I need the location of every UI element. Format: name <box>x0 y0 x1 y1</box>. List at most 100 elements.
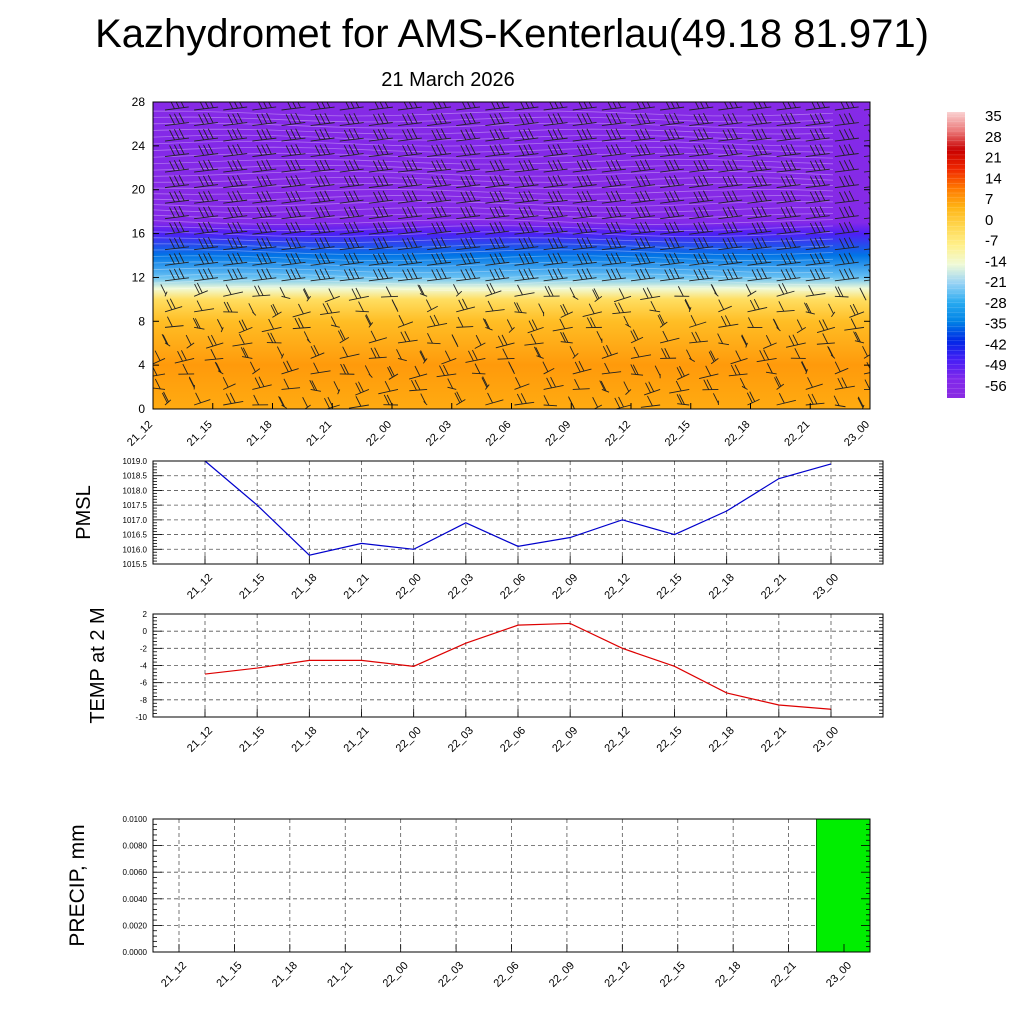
wind-barb <box>599 380 610 393</box>
wind-barb <box>730 350 748 365</box>
wind-barb <box>368 112 393 126</box>
x-tick-label: 22_18 <box>723 419 753 449</box>
wind-barb <box>572 159 597 173</box>
wind-barb <box>355 381 370 396</box>
wind-barb <box>776 392 796 406</box>
wind-barb <box>194 268 218 282</box>
wind-barb <box>397 268 423 282</box>
wind-barb <box>710 283 719 297</box>
wind-barb <box>614 396 632 409</box>
x-tick-label: 22_09 <box>550 725 580 755</box>
wind-barb <box>718 128 743 142</box>
wind-barb <box>833 395 846 408</box>
wind-barb <box>630 128 656 142</box>
wind-barb <box>281 221 306 235</box>
x-tick-label: 22_21 <box>782 419 812 449</box>
wind-barb <box>485 268 510 282</box>
wind-barb <box>223 175 248 189</box>
wind-barb <box>568 396 575 409</box>
wind-barb <box>746 391 760 406</box>
wind-barb <box>660 206 684 220</box>
x-tick-label: 21_12 <box>125 419 155 449</box>
wind-barb <box>368 175 393 189</box>
wind-barb <box>640 287 661 300</box>
wind-barb <box>164 221 189 235</box>
y-tick-label: 1018.0 <box>123 486 148 495</box>
y-tick-label: 2 <box>143 610 148 619</box>
colorbar-label: 14 <box>985 170 1002 187</box>
wind-barb <box>474 334 486 349</box>
wind-barb <box>859 287 867 301</box>
wind-barb <box>514 393 535 406</box>
y-tick-label: 0.0020 <box>123 921 148 930</box>
y-tick-label: 1018.5 <box>123 472 148 481</box>
wind-barb <box>718 237 743 251</box>
wind-barb <box>381 286 399 298</box>
x-tick-label: 22_15 <box>663 419 693 449</box>
wind-barb <box>339 175 364 189</box>
wind-barb <box>863 361 870 375</box>
x-tick-label: 22_09 <box>543 419 573 449</box>
wind-barb <box>660 128 685 142</box>
y-tick-label: 28 <box>132 95 146 109</box>
heatmap-field <box>153 102 870 409</box>
wind-barb <box>601 102 626 111</box>
wind-barb <box>223 112 248 126</box>
wind-barb <box>649 300 661 313</box>
wind-barb <box>596 330 603 343</box>
wind-barb <box>834 268 859 282</box>
wind-barb <box>164 102 189 111</box>
wind-barb <box>543 159 568 173</box>
wind-barb <box>689 190 714 204</box>
x-tick-label: 22_00 <box>394 725 424 755</box>
wind-barb <box>310 206 335 220</box>
wind-barb <box>747 252 772 266</box>
wind-barb <box>164 206 189 220</box>
y-tick-label: 24 <box>132 139 146 153</box>
wind-barb <box>194 190 219 204</box>
wind-barb <box>485 102 510 111</box>
wind-barb <box>747 221 772 235</box>
wind-barb <box>252 285 271 297</box>
wind-barb <box>223 159 248 173</box>
wind-barb <box>514 221 539 235</box>
wind-barb <box>164 128 190 142</box>
wind-barb <box>747 237 772 251</box>
wind-barb <box>427 221 452 235</box>
wind-barb <box>387 365 399 380</box>
y-tick-label: 0.0060 <box>123 868 148 877</box>
wind-barb <box>456 268 481 282</box>
temp2m-panel: 2 0 -2 -4 -6 -8 -10 21_12 21_15 21_18 21_21 22_00 22… <box>87 607 884 755</box>
wind-barb <box>805 221 830 235</box>
wind-barb <box>427 159 452 173</box>
wind-barb <box>339 190 364 204</box>
wind-barb <box>396 349 407 362</box>
wind-barb <box>805 175 830 189</box>
wind-barb <box>330 316 340 328</box>
colorbar-label: 28 <box>985 129 1002 146</box>
wind-barb <box>834 206 859 220</box>
wind-barb <box>178 363 195 375</box>
wind-barb <box>630 175 656 189</box>
wind-barb <box>194 159 219 173</box>
wind-barb <box>776 268 801 282</box>
wind-barb <box>223 221 248 235</box>
wind-barb <box>193 282 208 297</box>
x-tick-label: 21_15 <box>237 725 267 755</box>
wind-barb <box>194 102 219 111</box>
wind-barb <box>630 143 655 158</box>
wind-barb <box>252 175 277 189</box>
wind-barb <box>776 221 801 235</box>
wind-barb <box>513 302 527 314</box>
wind-barb <box>495 334 515 349</box>
wind-barb <box>543 190 568 204</box>
wind-barb <box>194 112 218 126</box>
wind-barb <box>281 128 306 142</box>
y-axis-label: PRECIP, mm <box>66 824 89 946</box>
y-tick-label: -6 <box>140 679 148 688</box>
wind-barb <box>543 221 568 235</box>
wind-barb <box>689 159 714 173</box>
wind-barb <box>863 238 870 251</box>
wind-barb <box>623 381 632 395</box>
wind-barb <box>194 175 219 189</box>
